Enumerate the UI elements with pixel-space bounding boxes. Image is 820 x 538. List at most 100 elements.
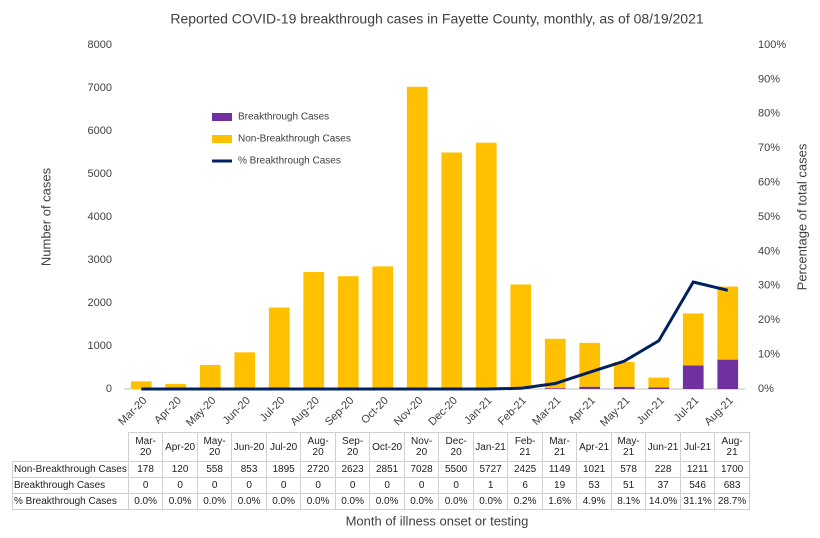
table-cell: 2720 [300,461,336,478]
bar-segment [579,386,601,389]
table-header-cell: Aug-20 [300,432,336,462]
table-cell: 178 [127,461,164,478]
x-tick-label: May-20 [184,395,218,429]
table-header-cell: May-20 [196,432,233,462]
bar-segment [717,286,739,360]
x-tick-label: Jun-21 [635,395,667,427]
y-tick-label: 5000 [88,168,112,180]
table-header-cell: Nov-20 [403,432,440,462]
table-cell: 120 [162,461,198,478]
y-tick-label: 6000 [88,125,112,137]
table-cell: 0 [265,477,302,494]
table-corner [13,433,129,462]
table-header-cell: Sep-20 [334,432,371,462]
bar-segment [441,152,463,389]
x-tick-label: Mar-20 [116,395,149,428]
bar-segment [648,387,670,389]
bar-segment [165,383,187,389]
bar-segment [199,365,221,389]
table-cell: 1895 [265,461,302,478]
x-tick-label: Apr-21 [566,395,598,427]
y-tick-label: 3000 [88,254,112,266]
y2-tick-label: 100% [758,39,786,51]
table-header-cell: Jul-21 [679,432,716,462]
y2-tick-label: 60% [758,177,780,189]
table-header-cell: Oct-20 [369,432,405,462]
table-cell: 578 [610,461,647,478]
y-axis-title: Number of cases [38,167,53,266]
x-tick-label: Mar-21 [530,395,563,428]
table-header-cell: Jun-20 [231,432,267,462]
table-cell: 0.0% [472,493,509,510]
table-cell: 0.0% [438,493,474,510]
table-header-cell: Jul-20 [265,432,302,462]
table-row-label: % Breakthrough Cases [12,493,129,510]
chart-title: Reported COVID-19 breakthrough cases in … [170,11,704,27]
table-row: % Breakthrough Cases 0.0% 0.0% 0.0% 0.0% 0.0%… [12,493,750,510]
table-cell: 0 [127,477,164,494]
x-tick-label: Feb-21 [496,395,529,428]
table-cell: 31.1% [679,493,716,510]
table-cell: 0.0% [127,493,164,510]
table-cell: 558 [196,461,233,478]
bar-segment [337,276,359,389]
table-cell: 37 [645,477,681,494]
table-cell: 0.0% [196,493,233,510]
table-cell: 0 [403,477,440,494]
table-cell: 0 [231,477,267,494]
y-tick-label: 7000 [88,82,112,94]
table-cell: 546 [679,477,716,494]
x-tick-label: Apr-20 [152,395,184,427]
legend-label: % Breakthrough Cases [238,156,341,167]
x-tick-label: Oct-20 [359,395,391,427]
table-cell: 5500 [438,461,474,478]
x-tick-label: Aug-21 [702,395,736,429]
table-row: Non-Breakthrough Cases 178 120 558 853 1895 27… [12,461,750,478]
bar-segment [475,142,497,389]
table-cell: 0.0% [369,493,405,510]
y2-tick-label: 80% [758,108,780,120]
table-cell: 0.2% [507,493,543,510]
y2-tick-label: 70% [758,142,780,154]
y-tick-label: 2000 [88,297,112,309]
x-tick-label: May-21 [598,395,632,429]
y-tick-label: 0 [106,383,112,395]
bar-segment [303,272,325,389]
table-cell: 0.0% [162,493,198,510]
table-cell: 14.0% [645,493,681,510]
table-cell: 1021 [576,461,612,478]
bar-segment [717,359,739,389]
x-tick-label: Jul-20 [258,395,288,425]
y-tick-label: 8000 [88,39,112,51]
x-tick-label: Dec-20 [426,395,460,429]
line-series [141,280,729,391]
x-axis-title: Month of illness onset or testing [346,513,529,528]
table-cell: 0 [196,477,233,494]
bar-segment [682,365,704,389]
data-table: Mar-20 Apr-20 May-20 Jun-20 Jul-20 Aug-20 Sep-… [12,432,750,510]
x-tick-label: Jul-21 [672,395,702,425]
bar-segment [579,342,601,387]
table-cell: 8.1% [610,493,647,510]
table-cell: 6 [507,477,543,494]
bar-segment [682,313,704,366]
bar-segment [372,266,394,389]
table-row: Breakthrough Cases 0 0 0 0 0 0 0 0 0 0 1 6 19 53 51 37 54… [12,477,750,494]
legend-swatch [212,113,232,121]
y2-tick-label: 50% [758,211,780,223]
table-header-cell: Apr-21 [576,432,612,462]
x-tick-label: Jan-21 [462,395,494,427]
table-header-cell: Apr-20 [162,432,198,462]
y2-tick-label: 0% [758,383,774,395]
table-cell: 4.9% [576,493,612,510]
table-cell: 1 [472,477,509,494]
bar-segment [510,284,532,389]
table-row-label: Non-Breakthrough Cases [12,461,129,478]
table-cell: 0 [438,477,474,494]
table-cell: 0.0% [334,493,371,510]
y2-tick-label: 40% [758,245,780,257]
table-cell: 0.0% [231,493,267,510]
bar-segment [544,338,566,389]
y2-tick-label: 20% [758,314,780,326]
